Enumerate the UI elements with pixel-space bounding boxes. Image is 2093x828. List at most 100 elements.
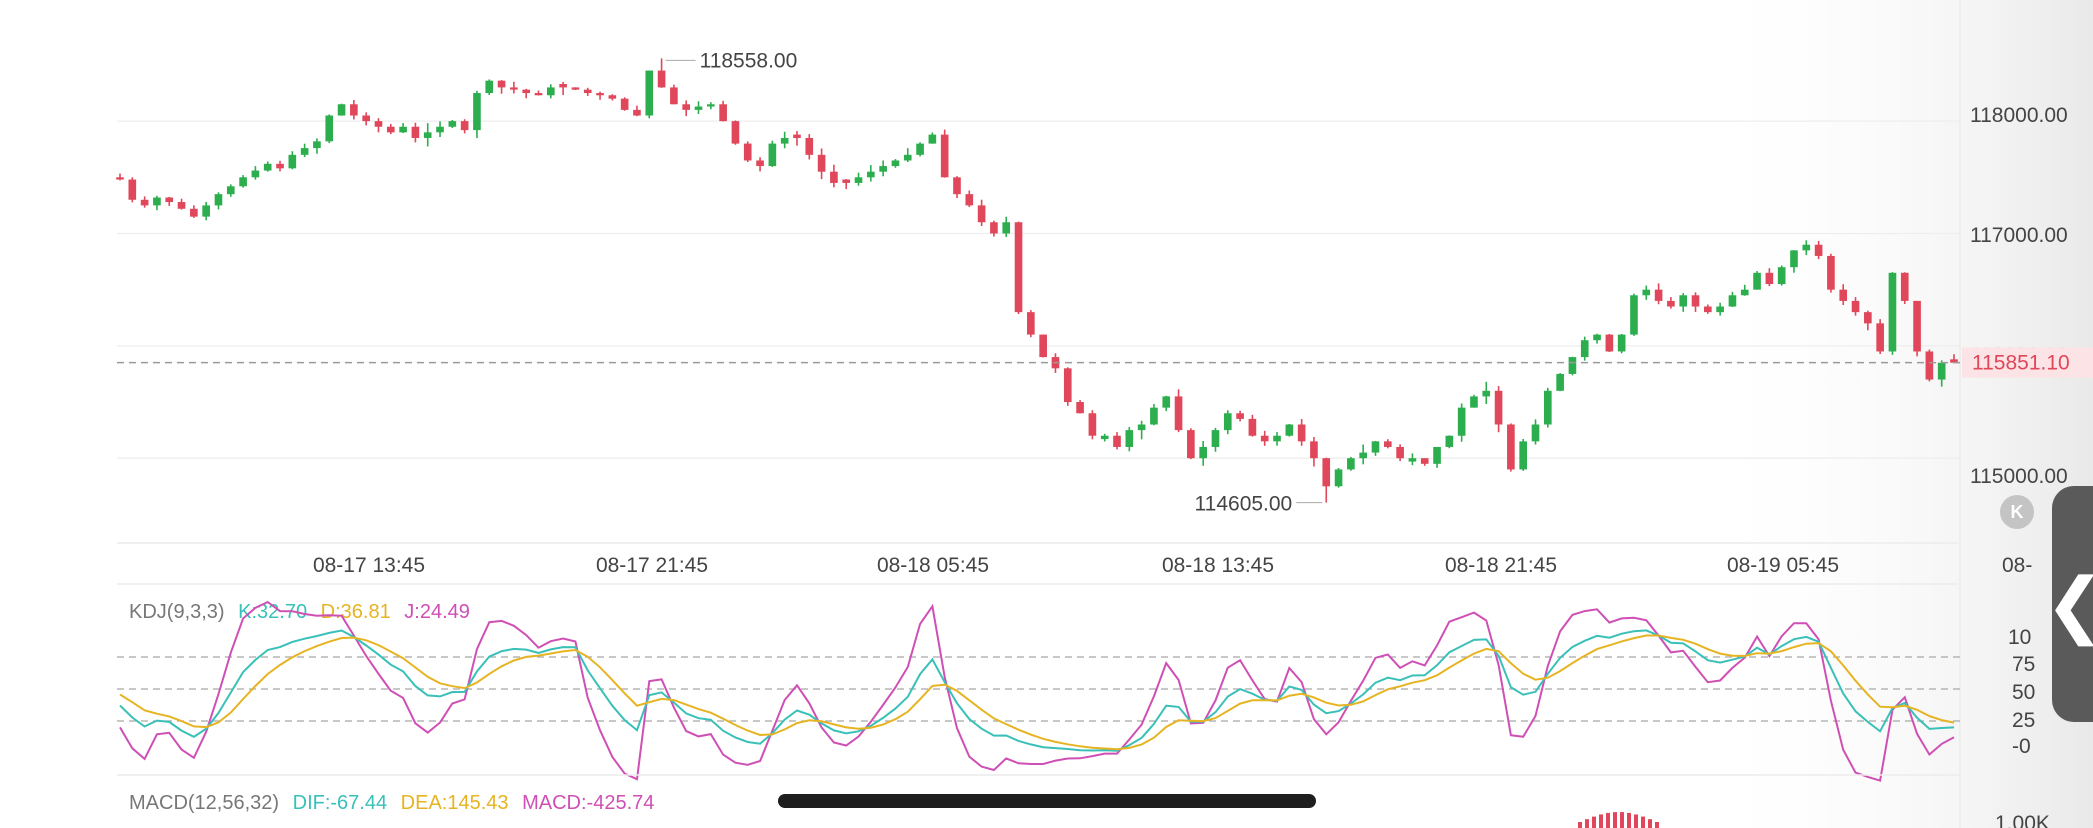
kdj-axis: 10 75 50 25 -0 — [2008, 626, 2035, 758]
candle-up — [854, 177, 863, 183]
candle-down — [1605, 334, 1614, 352]
candle-down — [276, 163, 284, 169]
candle-down — [1014, 222, 1023, 313]
candle-down — [374, 121, 383, 127]
candle-down — [633, 109, 641, 116]
candle-down — [608, 95, 617, 99]
price-tick-label: 118000.00 — [1970, 104, 2068, 127]
price-tick-label: 115000.00 — [1970, 465, 2068, 488]
candle-up — [226, 186, 235, 195]
candle-up — [202, 205, 210, 217]
candle-down — [940, 134, 949, 178]
candle-up — [1211, 430, 1220, 447]
candle-down — [731, 121, 740, 144]
kdj-k-line — [119, 629, 1955, 752]
candle-up — [1482, 390, 1491, 397]
kdj-d-value: D:36.81 — [321, 601, 391, 623]
side-panel-toggle[interactable]: ❮ — [2045, 486, 2093, 722]
low-price-label: 114605.00 — [1195, 493, 1293, 516]
candle-up — [485, 80, 494, 94]
candle-up — [867, 171, 875, 178]
candle-down — [670, 87, 678, 105]
candle-up — [448, 121, 457, 127]
candle-up — [313, 141, 321, 149]
candle-down — [830, 171, 838, 183]
candle-up — [768, 143, 777, 167]
macd-bar — [1620, 812, 1624, 828]
kdj-d-line — [119, 634, 1955, 751]
candle-down — [116, 177, 124, 180]
candle-down — [990, 222, 998, 234]
time-tick-label: 08-18 05:45 — [877, 554, 989, 577]
candle-up — [1556, 373, 1564, 391]
candle-up — [1359, 452, 1367, 459]
macd-bar — [1578, 822, 1582, 828]
candle-up — [1371, 441, 1380, 453]
candle-down — [559, 84, 567, 88]
candle-down — [1814, 244, 1823, 256]
candle-down — [1704, 306, 1712, 313]
kdj-tick-label: -0 — [2012, 735, 2031, 758]
time-tick-label: 08- — [2002, 554, 2032, 577]
candle-down — [1667, 300, 1675, 307]
candle-up — [1630, 295, 1638, 335]
candle-up — [891, 160, 900, 167]
current-price-label: 115851.10 — [1972, 352, 2070, 375]
candle-up — [1802, 244, 1811, 251]
kdj-title: KDJ(9,3,3) — [129, 601, 225, 623]
candle-up — [903, 154, 912, 161]
candle-up — [325, 115, 334, 142]
candle-down — [1851, 300, 1860, 313]
price-tick-label: 117000.00 — [1970, 224, 2068, 247]
candle-down — [1507, 424, 1515, 470]
candle-up — [153, 197, 161, 206]
candle-up — [1519, 441, 1528, 470]
time-tick-label: 08-18 21:45 — [1445, 554, 1557, 577]
candle-down — [719, 104, 727, 122]
candle-up — [214, 194, 223, 206]
candle-up — [251, 170, 260, 178]
macd-legend: MACD(12,56,32) DIF:-67.44 DEA:145.43 MAC… — [129, 792, 654, 814]
candle-down — [1864, 312, 1872, 324]
candle-up — [1125, 430, 1134, 447]
candle-down — [1396, 446, 1404, 459]
candle-down — [1876, 323, 1884, 352]
candle-up — [1433, 446, 1441, 464]
candle-down — [1113, 435, 1121, 447]
candle-up — [399, 126, 407, 133]
candle-down — [1248, 418, 1257, 436]
candle-down — [522, 89, 531, 94]
candle-up — [707, 104, 715, 107]
macd-bar — [1592, 816, 1596, 828]
candle-up — [1642, 289, 1651, 296]
candle-up — [1137, 424, 1146, 431]
candle-down — [1827, 255, 1835, 290]
macd-bar — [1585, 819, 1589, 828]
candle-down — [1039, 334, 1047, 358]
candle-up — [1593, 334, 1601, 341]
candle-down — [1383, 441, 1392, 447]
k-badge-icon[interactable]: K — [2000, 495, 2034, 529]
candle-up — [694, 106, 703, 110]
candle-up — [1716, 306, 1724, 313]
candle-down — [793, 134, 801, 138]
horizontal-scrollbar[interactable] — [778, 794, 1316, 808]
candle-down — [350, 104, 358, 116]
candle-up — [1100, 435, 1109, 440]
candle-up — [1531, 424, 1540, 442]
time-tick-label: 08-17 21:45 — [596, 554, 708, 577]
candle-down — [842, 179, 851, 183]
candle-up — [1002, 222, 1011, 234]
candle-down — [362, 115, 370, 122]
kdj-k-value: K:32.70 — [238, 601, 307, 623]
candle-down — [1322, 458, 1331, 487]
candle-up — [1679, 295, 1688, 307]
candle-down — [140, 199, 149, 206]
macd-tick-label: 1.00K — [1995, 812, 2050, 828]
candle-up — [1568, 357, 1577, 374]
candle-up — [1162, 396, 1171, 408]
macd-bar — [1634, 814, 1638, 828]
candle-down — [583, 89, 592, 94]
kdj-tick-label: 10 — [2008, 626, 2031, 649]
